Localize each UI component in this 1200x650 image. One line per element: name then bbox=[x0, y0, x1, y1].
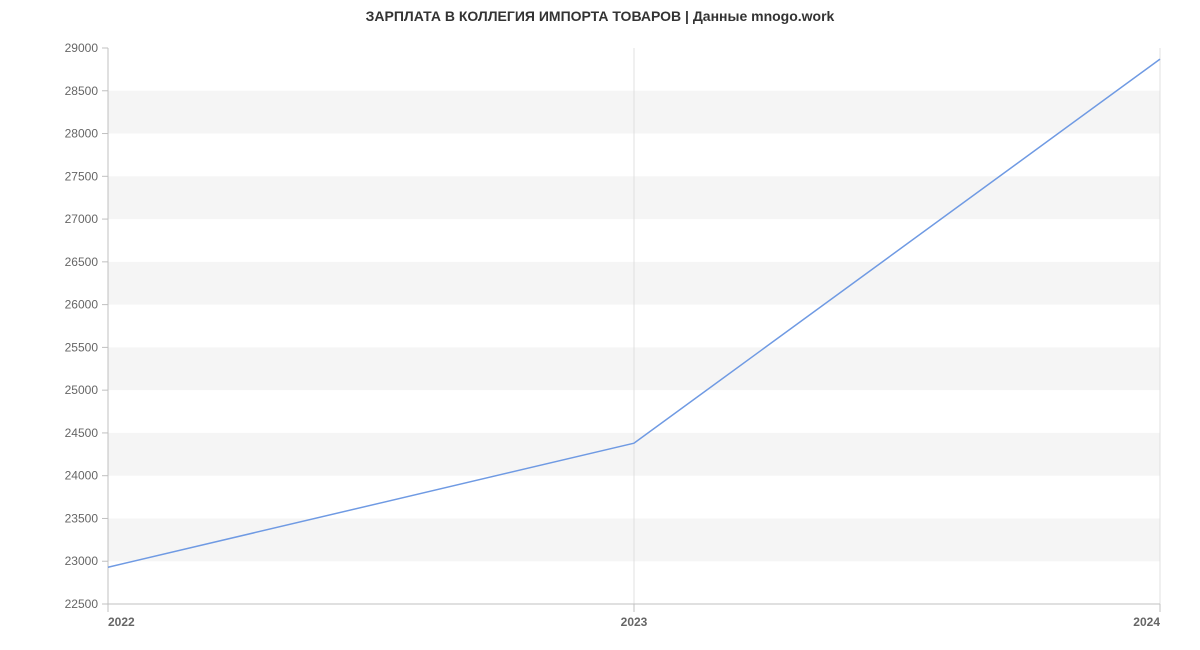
svg-text:28500: 28500 bbox=[65, 84, 99, 98]
svg-text:25500: 25500 bbox=[65, 340, 99, 354]
svg-text:27000: 27000 bbox=[65, 212, 99, 226]
svg-text:26000: 26000 bbox=[65, 298, 99, 312]
svg-text:23000: 23000 bbox=[65, 554, 99, 568]
svg-text:25000: 25000 bbox=[65, 383, 99, 397]
svg-text:28000: 28000 bbox=[65, 127, 99, 141]
svg-text:2022: 2022 bbox=[108, 615, 135, 629]
line-chart: 22500 23000 23500 24000 24500 25000 25500 26000… bbox=[0, 0, 1200, 650]
svg-text:27500: 27500 bbox=[65, 169, 99, 183]
svg-text:2023: 2023 bbox=[621, 615, 648, 629]
svg-text:2024: 2024 bbox=[1133, 615, 1160, 629]
svg-text:24500: 24500 bbox=[65, 426, 99, 440]
svg-text:22500: 22500 bbox=[65, 597, 99, 611]
svg-text:29000: 29000 bbox=[65, 41, 99, 55]
svg-text:26500: 26500 bbox=[65, 255, 99, 269]
svg-text:23500: 23500 bbox=[65, 511, 99, 525]
svg-text:24000: 24000 bbox=[65, 469, 99, 483]
